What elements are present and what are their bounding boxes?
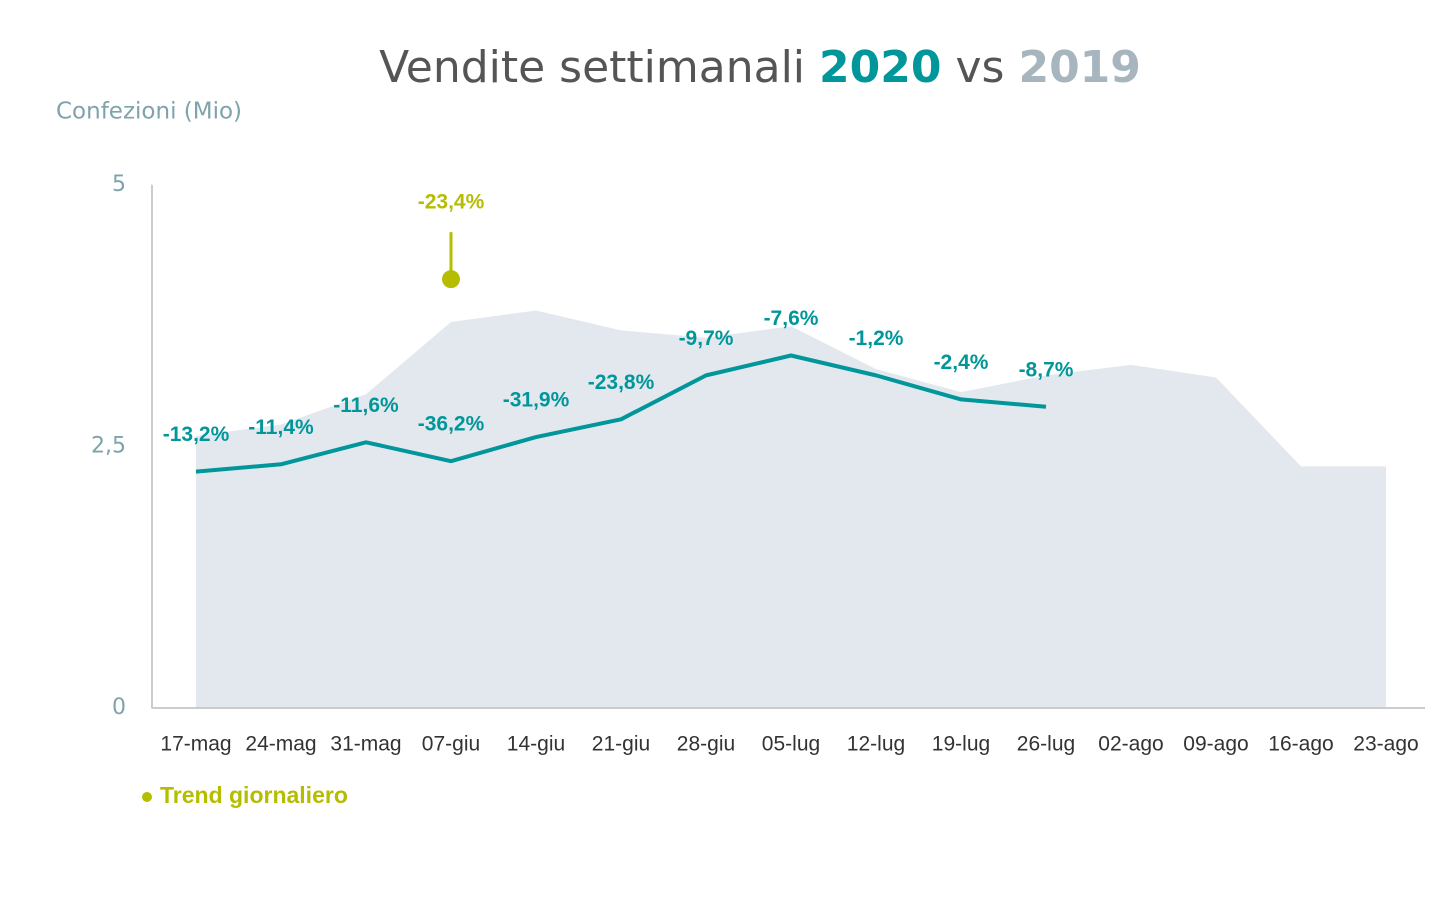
data-label: -9,7% — [679, 327, 734, 350]
title-2019: 2019 — [1018, 42, 1140, 93]
x-tick-label: 05-lug — [762, 733, 820, 756]
y-axis-label: Confezioni (Mio) — [56, 99, 242, 125]
x-tick-label: 26-lug — [1017, 733, 1075, 756]
x-tick-label: 16-ago — [1268, 733, 1333, 756]
data-label: -1,2% — [849, 327, 904, 350]
chart-title: Vendite settimanali 2020 vs 2019 — [379, 42, 1141, 93]
line-2020 — [195, 353, 1047, 474]
x-tick-label: 12-lug — [847, 733, 905, 756]
x-tick-label: 14-giu — [507, 733, 565, 756]
annotation-label: -23,4% — [418, 191, 485, 214]
data-label: -2,4% — [934, 351, 989, 374]
data-label: -31,9% — [503, 389, 570, 412]
x-tick-label: 09-ago — [1183, 733, 1248, 756]
data-label: -8,7% — [1019, 358, 1074, 381]
x-tick-label: 24-mag — [245, 733, 316, 756]
data-label: -11,4% — [248, 416, 314, 439]
data-label: -11,6% — [333, 394, 399, 417]
x-tick-label: 02-ago — [1098, 733, 1163, 756]
x-tick-label: 28-giu — [677, 733, 735, 756]
x-tick-label: 07-giu — [422, 733, 480, 756]
annotation-point — [442, 270, 460, 289]
x-tick-label: 19-lug — [932, 733, 990, 756]
legend-label: Trend giornaliero — [160, 782, 348, 808]
y-tick-label: 0 — [112, 695, 126, 720]
x-tick-label: 17-mag — [160, 733, 231, 756]
data-label: -7,6% — [764, 307, 819, 330]
area-2019 — [196, 310, 1386, 708]
data-label: -23,8% — [588, 371, 655, 394]
title-vs: vs — [955, 42, 1004, 93]
title-2020: 2020 — [819, 42, 941, 93]
x-tick-label: 31-mag — [330, 733, 401, 756]
y-tick-label: 5 — [112, 172, 126, 197]
x-tick-label: 23-ago — [1353, 733, 1418, 756]
data-label: -13,2% — [163, 423, 230, 446]
y-tick-label: 2,5 — [91, 434, 126, 459]
legend-dot — [142, 792, 152, 802]
title-text: Vendite settimanali — [379, 42, 805, 93]
x-tick-label: 21-giu — [592, 733, 650, 756]
data-label: -36,2% — [418, 413, 485, 436]
